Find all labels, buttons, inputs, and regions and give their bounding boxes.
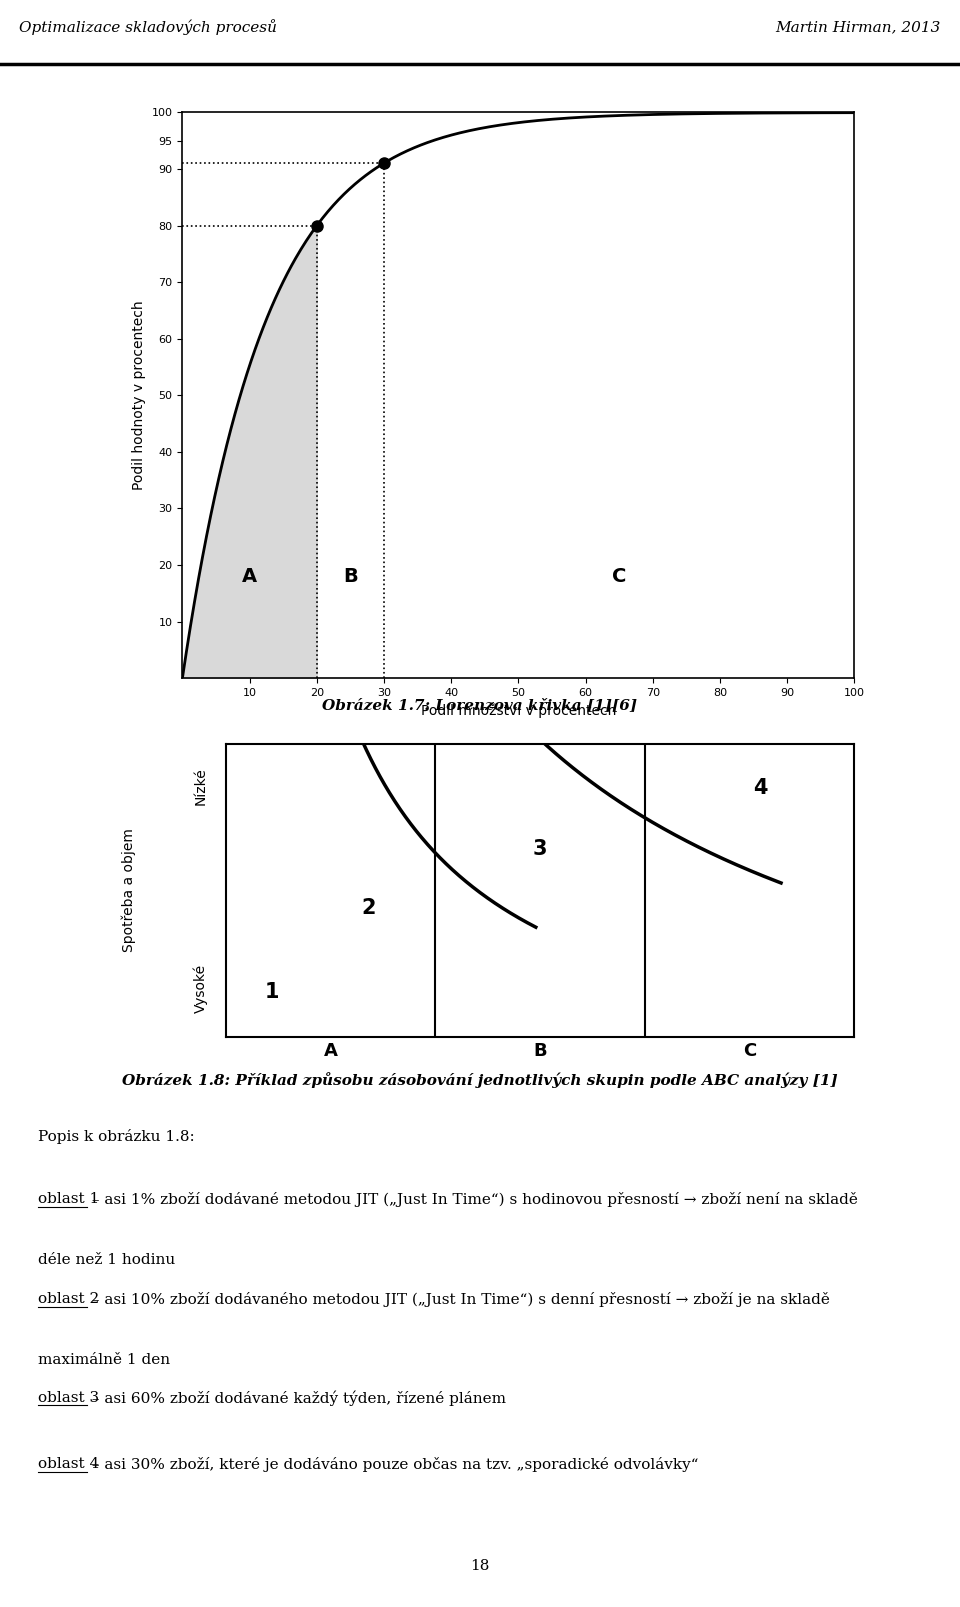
Text: – asi 30% zboží, které je dodáváno pouze občas na tzv. „sporadické odvolávky“: – asi 30% zboží, které je dodáváno pouze… — [87, 1458, 699, 1472]
X-axis label: Podíl množství v procentech: Podíl množství v procentech — [420, 704, 616, 718]
Text: maximálně 1 den: maximálně 1 den — [38, 1353, 171, 1368]
Text: B: B — [343, 567, 358, 587]
Text: Spotřeba a objem: Spotřeba a objem — [121, 828, 135, 953]
Text: oblast 3: oblast 3 — [38, 1390, 100, 1405]
Text: – asi 60% zboží dodávané každý týden, řízené plánem: – asi 60% zboží dodávané každý týden, ří… — [87, 1390, 506, 1406]
Text: Vysoké: Vysoké — [193, 964, 208, 1012]
Text: 3: 3 — [533, 839, 547, 860]
Text: Optimalizace skladových procesů: Optimalizace skladových procesů — [19, 19, 277, 35]
Text: 2: 2 — [361, 898, 375, 918]
Y-axis label: Podil hodnoty v procentech: Podil hodnoty v procentech — [132, 301, 146, 490]
Text: 18: 18 — [470, 1559, 490, 1573]
Text: oblast 4: oblast 4 — [38, 1458, 100, 1472]
Text: oblast 2: oblast 2 — [38, 1292, 100, 1306]
Text: C: C — [612, 567, 626, 587]
Text: Obrázek 1.7: Lorenzova křivka [1][6]: Obrázek 1.7: Lorenzova křivka [1][6] — [323, 699, 637, 712]
Text: Obrázek 1.8: Příklad způsobu zásobování jednotlivých skupin podle ABC analýzy [1: Obrázek 1.8: Příklad způsobu zásobování … — [122, 1072, 838, 1088]
Text: 1: 1 — [264, 982, 279, 1003]
Text: déle než 1 hodinu: déle než 1 hodinu — [38, 1253, 176, 1266]
Text: Martin Hirman, 2013: Martin Hirman, 2013 — [776, 19, 941, 34]
Text: – asi 1% zboží dodávané metodou JIT („Just In Time“) s hodinovou přesností → zbo: – asi 1% zboží dodávané metodou JIT („Ju… — [87, 1192, 858, 1207]
Text: Nízké: Nízké — [194, 768, 207, 805]
Text: Popis k obrázku 1.8:: Popis k obrázku 1.8: — [38, 1130, 195, 1144]
Text: oblast 1: oblast 1 — [38, 1192, 100, 1207]
Text: A: A — [242, 567, 257, 587]
Text: – asi 10% zboží dodávaného metodou JIT („Just In Time“) s denní přesností → zbož: – asi 10% zboží dodávaného metodou JIT (… — [87, 1292, 829, 1308]
Text: 4: 4 — [753, 778, 767, 797]
